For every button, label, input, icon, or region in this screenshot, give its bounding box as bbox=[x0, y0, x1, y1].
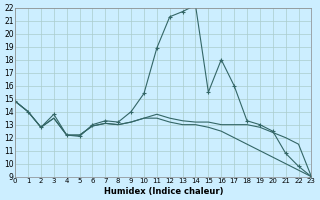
X-axis label: Humidex (Indice chaleur): Humidex (Indice chaleur) bbox=[104, 187, 223, 196]
